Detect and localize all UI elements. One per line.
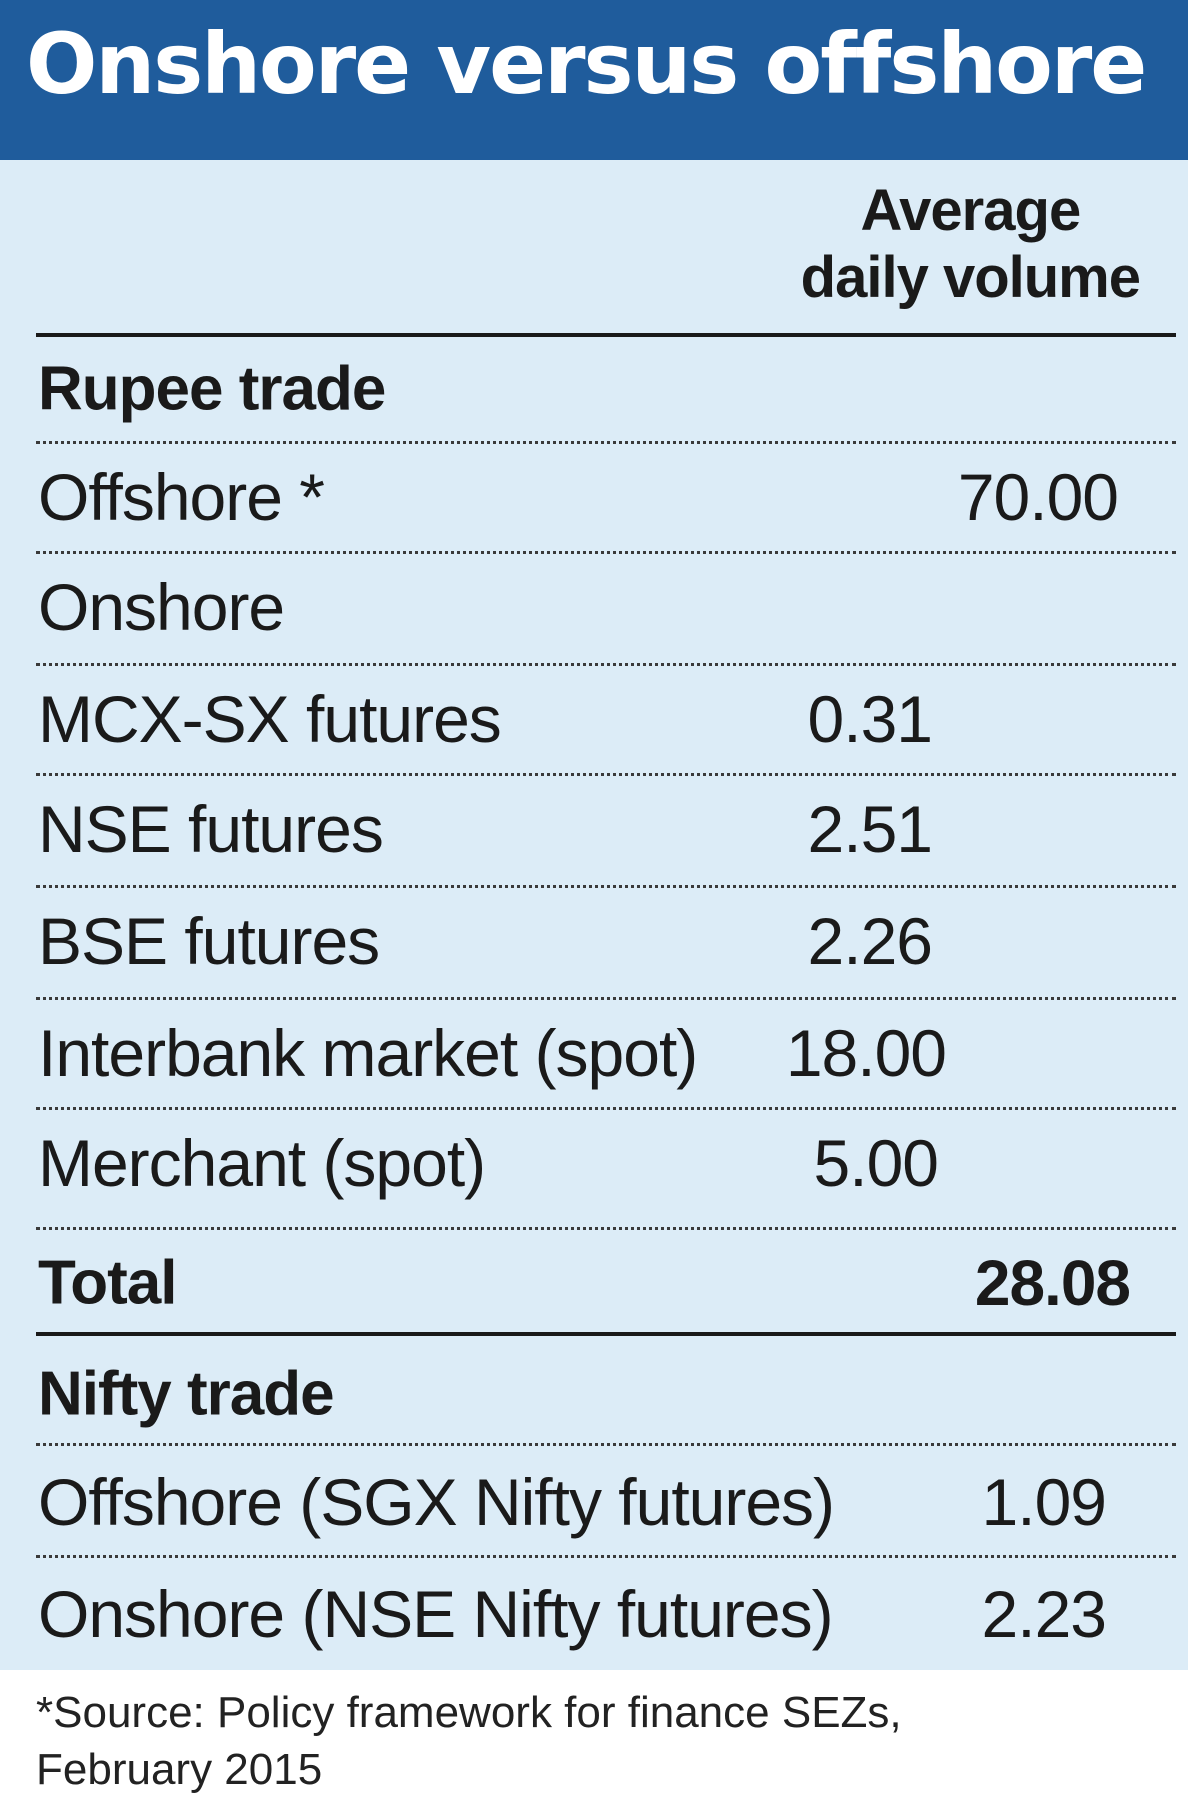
column-header-line-1: Average: [860, 178, 1081, 243]
section-heading-label: Nifty trade: [38, 1359, 335, 1429]
header-rule: [36, 333, 1176, 337]
row-divider: [36, 663, 1176, 666]
row-divider: [36, 1443, 1176, 1446]
table-row: NSE futures 2.51: [38, 777, 1178, 881]
table-row: Offshore * 70.00: [38, 445, 1178, 549]
row-value: 2.26: [807, 904, 933, 978]
row-label: Onshore: [38, 570, 285, 644]
row-value: 2.23: [981, 1577, 1107, 1651]
row-value: 70.00: [957, 460, 1119, 534]
row-divider: [36, 551, 1176, 554]
row-value: 1.09: [981, 1465, 1107, 1539]
section-heading-label: Rupee trade: [38, 354, 386, 424]
section-heading-rupee: Rupee trade: [38, 337, 1178, 441]
row-label: Onshore (NSE Nifty futures): [38, 1577, 834, 1651]
table-card: Onshore versus offshore Average daily vo…: [0, 0, 1188, 1670]
total-label: Total: [38, 1248, 177, 1318]
section-heading-nifty: Nifty trade: [38, 1342, 1178, 1446]
row-label: Offshore *: [38, 460, 325, 534]
total-row: Total 28.08: [38, 1231, 1178, 1335]
row-value: 0.31: [807, 682, 933, 756]
source-line-2: February 2015: [36, 1745, 323, 1795]
row-label: Interbank market (spot): [38, 1016, 698, 1090]
table-row: Interbank market (spot) 18.00: [38, 1001, 1178, 1105]
source-note: *Source: Policy framework for finance SE…: [36, 1684, 902, 1798]
total-value: 28.08: [974, 1247, 1131, 1319]
row-label: Offshore (SGX Nifty futures): [38, 1465, 835, 1539]
row-divider: [36, 773, 1176, 776]
table-row: BSE futures 2.26: [38, 889, 1178, 993]
source-line-1: *Source: Policy framework for finance SE…: [36, 1688, 902, 1737]
row-divider: [36, 997, 1176, 1000]
row-divider: [36, 441, 1176, 444]
table-row: MCX-SX futures 0.31: [38, 667, 1178, 771]
page-title: Onshore versus offshore: [26, 15, 1147, 113]
row-divider: [36, 885, 1176, 888]
title-bar: Onshore versus offshore: [0, 0, 1188, 160]
row-label: MCX-SX futures: [38, 682, 502, 756]
row-label: NSE futures: [38, 792, 384, 866]
table-row: Onshore: [38, 555, 1178, 659]
row-divider: [36, 1227, 1176, 1230]
row-value: 18.00: [785, 1016, 947, 1090]
row-value: 5.00: [813, 1126, 939, 1200]
column-header-line-2: daily volume: [800, 244, 1141, 310]
table-row: Onshore (NSE Nifty futures) 2.23: [38, 1562, 1178, 1666]
table-row: Merchant (spot) 5.00: [38, 1111, 1178, 1215]
row-divider: [36, 1107, 1176, 1110]
row-label: BSE futures: [38, 904, 380, 978]
section-rule: [36, 1332, 1176, 1336]
table-row: Offshore (SGX Nifty futures) 1.09: [38, 1450, 1178, 1554]
column-header: Average daily volume: [800, 178, 1141, 311]
row-value: 2.51: [807, 792, 933, 866]
row-divider: [36, 1555, 1176, 1558]
row-label: Merchant (spot): [38, 1126, 486, 1200]
